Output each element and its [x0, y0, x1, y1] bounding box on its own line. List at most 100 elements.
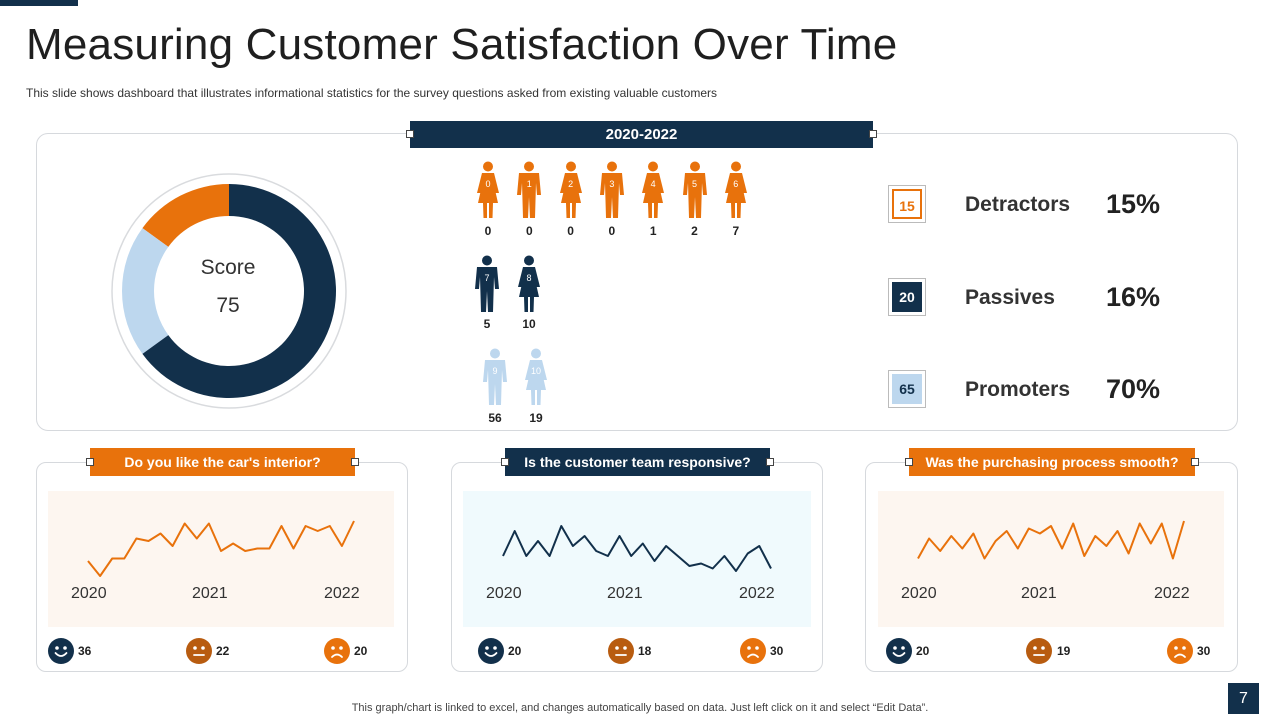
trend-line[interactable] — [87, 520, 355, 577]
score-label: Score — [200, 256, 256, 279]
page-title: Measuring Customer Satisfaction Over Tim… — [26, 20, 898, 69]
x-tick-label: 2020 — [486, 585, 522, 602]
woman-icon: 4 — [640, 161, 666, 224]
x-tick-label: 2021 — [1021, 585, 1057, 602]
x-tick-label: 2020 — [71, 585, 107, 602]
page-subtitle: This slide shows dashboard that illustra… — [26, 86, 717, 100]
x-tick-label: 2022 — [739, 585, 775, 602]
sentiment-count: 30 — [770, 644, 784, 658]
person-count: 56 — [488, 411, 502, 425]
resize-handle[interactable] — [86, 458, 94, 466]
man-icon: 7 — [474, 255, 500, 318]
happy-face-icon — [886, 638, 912, 669]
man-icon: 5 — [682, 161, 708, 224]
promoters-count-box: 65 — [888, 370, 926, 408]
purchasing-question-banner: Was the purchasing process smooth? — [909, 448, 1195, 476]
person-index-label: 6 — [733, 179, 739, 189]
happy-face-icon — [48, 638, 74, 669]
person-index-label: 8 — [526, 273, 532, 283]
passives-label: Passives — [965, 286, 1055, 309]
person-index-label: 2 — [568, 179, 574, 189]
resize-handle[interactable] — [501, 458, 509, 466]
sentiment-count: 22 — [216, 644, 230, 658]
resize-handle[interactable] — [406, 130, 414, 138]
sentiment-count: 20 — [916, 644, 930, 658]
resize-handle[interactable] — [766, 458, 774, 466]
sad-face-icon — [740, 638, 766, 669]
trend-line[interactable] — [502, 525, 772, 572]
woman-icon: 8 — [516, 255, 542, 318]
detractors-count-box: 15 — [888, 185, 926, 223]
person-index-label: 5 — [691, 179, 697, 189]
score-donut-chart[interactable] — [110, 172, 348, 410]
promoters-count: 65 — [892, 374, 922, 404]
top-accent-bar — [0, 0, 78, 6]
donut-slice-detractors[interactable] — [142, 184, 229, 247]
promoters-percent: 70% — [1106, 374, 1161, 404]
detractors-percent: 15% — [1106, 189, 1161, 219]
person-count: 10 — [522, 317, 536, 331]
sentiment-count: 30 — [1197, 644, 1211, 658]
resize-handle[interactable] — [351, 458, 359, 466]
woman-icon: 2 — [558, 161, 584, 224]
x-tick-label: 2022 — [324, 585, 360, 602]
page-number: 7 — [1228, 683, 1259, 714]
detractors-label: Detractors — [965, 193, 1071, 216]
sentiment-count: 19 — [1057, 644, 1071, 658]
person-count: 0 — [567, 224, 574, 238]
person-index-label: 3 — [609, 179, 615, 189]
sad-face-icon — [1167, 638, 1193, 669]
person-count: 19 — [529, 411, 543, 425]
passives-percent: 16% — [1106, 282, 1161, 312]
person-index-label: 9 — [492, 366, 498, 376]
interior-plot-area — [48, 491, 394, 627]
sad-face-icon — [324, 638, 350, 669]
person-index-label: 4 — [650, 179, 656, 189]
woman-icon: 10 — [523, 348, 549, 411]
man-icon: 3 — [599, 161, 625, 224]
resize-handle[interactable] — [1191, 458, 1199, 466]
happy-face-icon — [478, 638, 504, 669]
resize-handle[interactable] — [869, 130, 877, 138]
sentiment-count: 36 — [78, 644, 92, 658]
sentiment-count: 20 — [354, 644, 368, 658]
purchasing-plot-area — [878, 491, 1224, 627]
x-tick-label: 2021 — [607, 585, 643, 602]
trend-line[interactable] — [917, 520, 1185, 560]
person-index-label: 10 — [530, 366, 541, 376]
sentiment-count: 20 — [508, 644, 522, 658]
person-count: 0 — [484, 224, 492, 238]
woman-icon: 6 — [723, 161, 749, 224]
person-index-label: 7 — [484, 273, 490, 283]
neutral-face-icon — [608, 638, 634, 669]
period-banner: 2020-2022 — [410, 121, 873, 148]
purchasing-trend-line[interactable] — [878, 491, 1224, 627]
footer-note: This graph/chart is linked to excel, and… — [351, 702, 929, 714]
man-icon: 1 — [516, 161, 542, 224]
x-tick-label: 2021 — [192, 585, 228, 602]
interior-trend-line[interactable] — [48, 491, 394, 627]
passives-count-box: 20 — [888, 278, 926, 316]
detractors-count: 15 — [892, 189, 922, 219]
promoters-label: Promoters — [965, 378, 1071, 401]
sentiment-count: 18 — [638, 644, 652, 658]
neutral-face-icon — [1026, 638, 1052, 669]
responsive-trend-line[interactable] — [463, 491, 811, 627]
person-count: 2 — [691, 224, 698, 238]
resize-handle[interactable] — [905, 458, 913, 466]
person-index-label: 0 — [485, 179, 491, 189]
person-count: 7 — [732, 224, 740, 238]
person-count: 5 — [483, 317, 491, 331]
x-tick-label: 2022 — [1154, 585, 1190, 602]
woman-icon: 0 — [475, 161, 501, 224]
man-icon: 9 — [482, 348, 508, 411]
person-count: 0 — [608, 224, 616, 238]
interior-question-banner: Do you like the car's interior? — [90, 448, 355, 476]
responsive-question-banner: Is the customer team responsive? — [505, 448, 770, 476]
donut-slice-passives[interactable] — [121, 228, 169, 354]
passives-count: 20 — [892, 282, 922, 312]
responsive-plot-area — [463, 491, 811, 627]
neutral-face-icon — [186, 638, 212, 669]
score-value: 75 — [216, 294, 240, 317]
donut-slice-promoters[interactable] — [142, 184, 336, 398]
